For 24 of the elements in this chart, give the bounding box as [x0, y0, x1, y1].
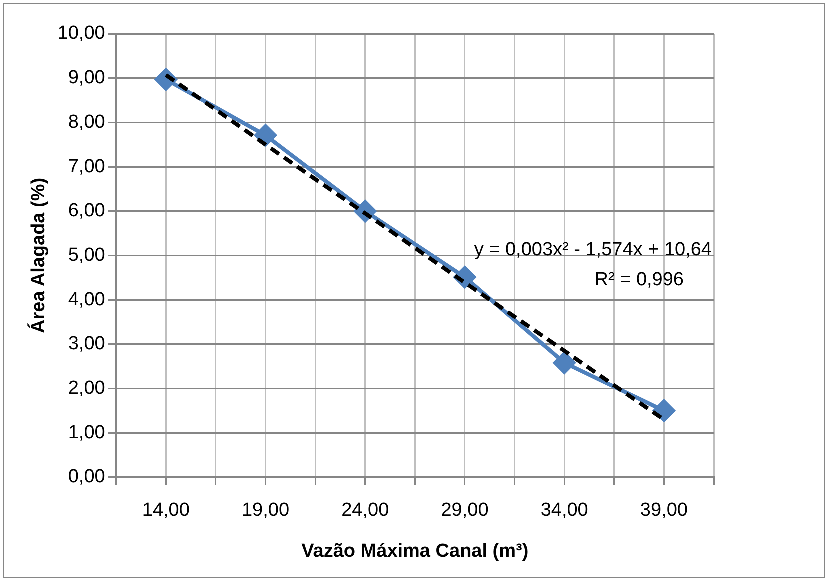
- y-tick-label: 0,00: [68, 466, 106, 488]
- x-tick-label: 19,00: [242, 500, 290, 522]
- x-tick-label: 29,00: [441, 500, 489, 522]
- annotation: y = 0,003x² - 1,574x + 10,64: [474, 240, 712, 261]
- y-axis-title: Área Alagada (%): [28, 178, 50, 334]
- y-tick-label: 3,00: [68, 334, 106, 355]
- y-tick-label: 6,00: [68, 200, 106, 222]
- y-tick-label: 7,00: [68, 156, 106, 178]
- annotation: R² = 0,996: [594, 270, 684, 291]
- y-tick-label: 8,00: [68, 112, 106, 133]
- x-tick-label: 24,00: [342, 500, 390, 522]
- y-tick-label: 1,00: [68, 422, 106, 444]
- y-tick-label: 4,00: [68, 289, 106, 310]
- x-axis-title: Vazão Máxima Canal (m³): [302, 540, 529, 562]
- y-tick-label: 9,00: [68, 68, 106, 89]
- point: [554, 352, 576, 374]
- x-tick-label: 14,00: [142, 500, 190, 522]
- y-tick-label: 2,00: [68, 378, 106, 399]
- point: [254, 124, 277, 147]
- point: [653, 400, 676, 422]
- y-tick-label: 5,00: [68, 244, 106, 266]
- y-tick-label: 10,00: [58, 23, 106, 44]
- x-tick-label: 34,00: [540, 500, 588, 522]
- x-tick-label: 39,00: [640, 500, 688, 522]
